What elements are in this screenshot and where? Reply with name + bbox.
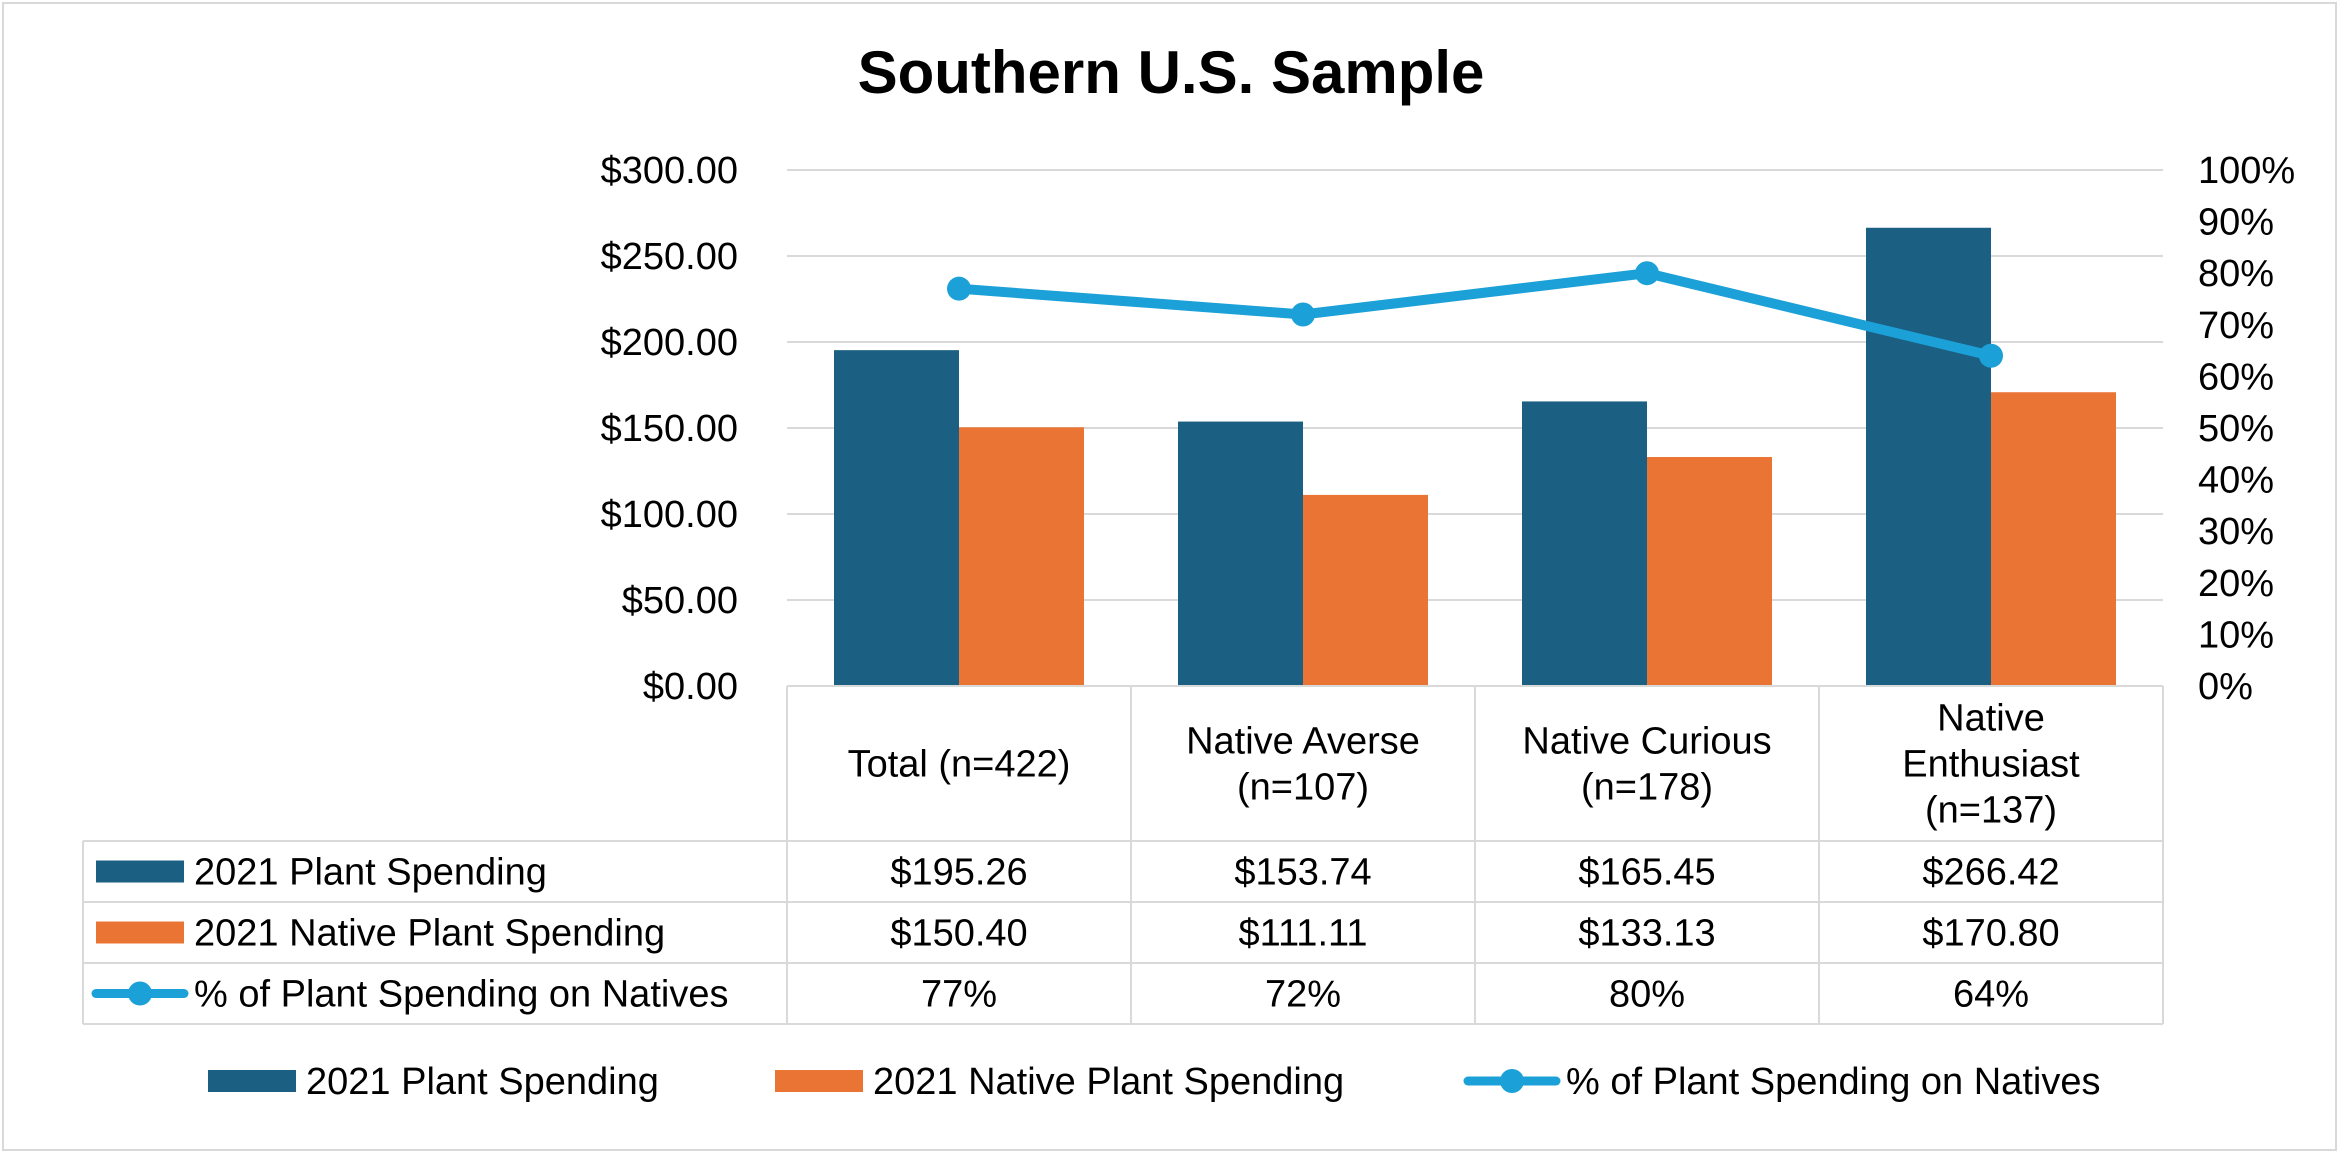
legend-key-marker bbox=[1500, 1069, 1524, 1093]
y-left-tick-label: $50.00 bbox=[622, 580, 738, 622]
y-left-tick-label: $250.00 bbox=[601, 236, 738, 278]
y-right-tick-label: 80% bbox=[2198, 253, 2274, 295]
table-cell-value: 80% bbox=[1609, 974, 1685, 1016]
data-table: Total (n=422) Native Averse(n=107) Native … bbox=[82, 685, 2164, 1025]
legend: 2021 Plant Spending 2021 Native Plant Spe… bbox=[208, 1061, 2100, 1103]
line-point bbox=[1979, 343, 2003, 368]
category-label: Native bbox=[1937, 698, 2045, 740]
line-point bbox=[947, 276, 971, 301]
bar-series bbox=[834, 227, 2116, 686]
bar bbox=[1303, 494, 1428, 686]
line-series bbox=[947, 261, 2003, 368]
table-cell-value: 64% bbox=[1953, 974, 2029, 1016]
y-right-tick-label: 90% bbox=[2198, 202, 2274, 244]
table-cell-value: $153.74 bbox=[1234, 852, 1371, 894]
y-right-tick-label: 10% bbox=[2198, 614, 2274, 656]
y-left-tick-label: $0.00 bbox=[643, 666, 738, 708]
category-label: Native Curious bbox=[1522, 721, 1771, 763]
table-cell-value: $170.80 bbox=[1922, 913, 2059, 955]
y-left-tick-label: $200.00 bbox=[601, 322, 738, 364]
category-label: (n=137) bbox=[1925, 790, 2057, 832]
legend-key-bar bbox=[96, 860, 184, 883]
bar bbox=[1522, 401, 1647, 686]
table-cell-value: $195.26 bbox=[890, 852, 1027, 894]
table-cell-value: $266.42 bbox=[1922, 852, 2059, 894]
legend-key-bar bbox=[208, 1070, 296, 1092]
bar bbox=[959, 427, 1084, 686]
series-line bbox=[954, 268, 1996, 361]
y-left-tick-label: $150.00 bbox=[601, 408, 738, 450]
category-label: (n=107) bbox=[1237, 767, 1369, 809]
table-cell-value: $150.40 bbox=[890, 913, 1027, 955]
table-series-label: 2021 Native Plant Spending bbox=[194, 913, 665, 955]
table-cell-value: $133.13 bbox=[1578, 913, 1715, 955]
legend-key-marker bbox=[128, 981, 152, 1006]
bar bbox=[1647, 457, 1772, 686]
legend-label: 2021 Plant Spending bbox=[306, 1061, 659, 1103]
y-right-tick-label: 50% bbox=[2198, 408, 2274, 450]
category-label: Native Averse bbox=[1186, 721, 1420, 763]
legend-key-bar bbox=[775, 1070, 863, 1092]
y-right-tick-label: 70% bbox=[2198, 305, 2274, 347]
line-point bbox=[1291, 302, 1315, 327]
bar bbox=[1866, 227, 1991, 686]
table-cell-value: $111.11 bbox=[1239, 913, 1368, 955]
legend-key-bar bbox=[96, 921, 184, 944]
table-cell-value: 77% bbox=[921, 974, 997, 1016]
bar bbox=[1178, 421, 1303, 686]
line-point bbox=[1635, 261, 1659, 286]
y-right-tick-label: 100% bbox=[2198, 150, 2295, 192]
y-right-tick-label: 30% bbox=[2198, 511, 2274, 553]
legend-label: 2021 Native Plant Spending bbox=[873, 1061, 1344, 1103]
y-right-tick-label: 60% bbox=[2198, 356, 2274, 398]
y-left-tick-label: $300.00 bbox=[601, 150, 738, 192]
category-label: (n=178) bbox=[1581, 767, 1713, 809]
table-cell-value: 72% bbox=[1265, 974, 1341, 1016]
y-right-tick-label: 0% bbox=[2198, 666, 2253, 708]
table-cell-value: $165.45 bbox=[1578, 852, 1715, 894]
bar bbox=[1991, 392, 2116, 686]
bar bbox=[834, 350, 959, 686]
y-axis-right: 0% 10% 20% 30% 40% 50% 60% 70% 80% 90% 100% bbox=[2198, 150, 2295, 708]
table-series-label: % of Plant Spending on Natives bbox=[194, 974, 728, 1016]
y-left-tick-label: $100.00 bbox=[601, 494, 738, 536]
legend-label: % of Plant Spending on Natives bbox=[1566, 1061, 2100, 1103]
table-series-label: 2021 Plant Spending bbox=[194, 852, 547, 894]
y-right-tick-label: 20% bbox=[2198, 563, 2274, 605]
y-right-tick-label: 40% bbox=[2198, 460, 2274, 502]
category-label: Enthusiast bbox=[1902, 744, 2080, 786]
y-axis-left: $0.00 $50.00 $100.00 $150.00 $200.00 $250.00 $… bbox=[601, 150, 738, 708]
chart-title: Southern U.S. Sample bbox=[858, 39, 1485, 106]
category-label: Total (n=422) bbox=[848, 744, 1071, 786]
